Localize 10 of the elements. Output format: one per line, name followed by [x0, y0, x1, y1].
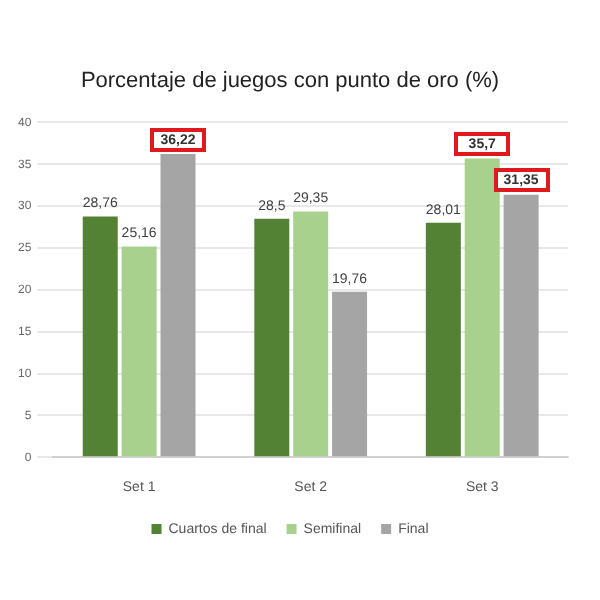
bar — [160, 154, 196, 457]
bar — [293, 211, 329, 457]
bar — [503, 194, 539, 457]
bar — [82, 216, 118, 457]
bar — [332, 291, 368, 457]
bar — [121, 246, 157, 457]
chart-title: Porcentaje de juegos con punto de oro (%) — [80, 69, 500, 94]
bar — [425, 222, 461, 457]
bar — [254, 218, 290, 457]
bar — [464, 158, 500, 457]
